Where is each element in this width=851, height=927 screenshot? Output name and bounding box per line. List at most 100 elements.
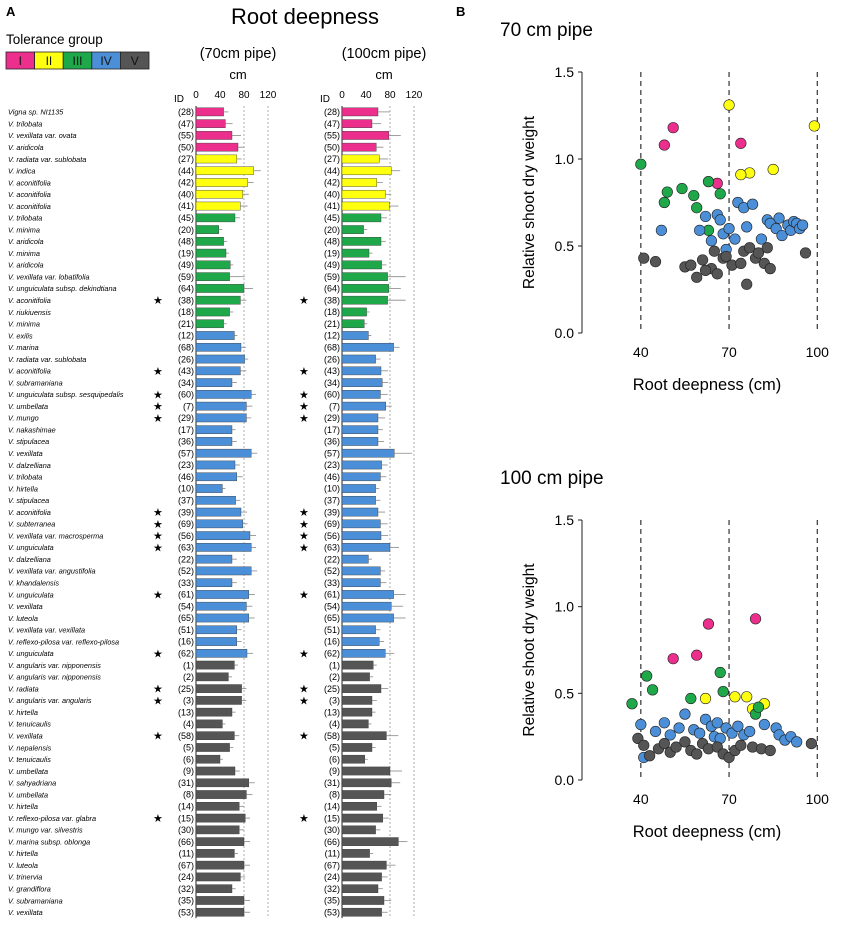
accession-id: (57) (324, 448, 340, 458)
bar (195, 307, 230, 317)
bar (195, 837, 245, 846)
bar (195, 637, 237, 646)
bar (341, 625, 376, 635)
accession-id: (13) (178, 707, 194, 717)
accession-id: (61) (324, 590, 340, 600)
species-name: V. vexillata var. macrosperma (8, 531, 103, 540)
bar (195, 625, 237, 635)
subtitle-70cm-pipe: (70cm pipe) (200, 46, 277, 62)
species-name: V. dalzelliana (8, 555, 51, 564)
x-tick-label: 40 (633, 791, 649, 807)
species-name: V. tenuicaulis (8, 755, 51, 764)
data-point (720, 250, 732, 263)
accession-id: (39) (324, 507, 340, 517)
species-name: V. marina subsp. oblonga (8, 837, 90, 846)
accession-id: (8) (183, 790, 194, 800)
data-point (708, 245, 720, 257)
data-point (741, 278, 753, 290)
bar (195, 860, 245, 870)
species-name: V. reflexo-pilosa var. reflexo-pilosa (8, 637, 119, 646)
accession-id: (1) (183, 660, 194, 670)
data-point (676, 182, 688, 195)
bar (195, 578, 233, 587)
species-name: V. vexillata var. ovata (8, 131, 77, 140)
accession-id: (25) (324, 684, 340, 694)
data-point (729, 691, 741, 703)
panel-b-label: B (456, 4, 465, 19)
panel-a-label: A (6, 4, 16, 19)
bar (195, 460, 236, 470)
bar (195, 331, 235, 340)
bar (195, 601, 247, 611)
bar (195, 366, 241, 376)
x-tick-label: 70 (721, 344, 737, 360)
y-tick-label: 0.5 (555, 238, 575, 254)
data-point (646, 684, 659, 696)
species-name: V. nakashimae (8, 425, 56, 434)
bar (341, 743, 373, 752)
data-point (773, 212, 785, 224)
species-name: V. umbellata (8, 790, 48, 799)
accession-id: (30) (178, 825, 194, 835)
y-tick-label: 1.5 (555, 512, 575, 528)
data-point (673, 722, 685, 734)
data-point (661, 186, 673, 198)
star-marker: ★ (153, 542, 163, 554)
bar (341, 766, 391, 776)
species-name: V. aconitifolia (8, 508, 51, 517)
bar (341, 590, 394, 599)
accession-id: (69) (324, 519, 340, 529)
accession-id: (41) (324, 201, 340, 211)
accession-id: (29) (324, 413, 340, 423)
bar (195, 237, 224, 246)
bar (195, 613, 249, 623)
accession-id: (45) (178, 213, 194, 223)
accession-id: (9) (183, 766, 194, 776)
accession-id: (30) (324, 825, 340, 835)
accession-id: (36) (178, 437, 194, 447)
data-point (667, 653, 679, 665)
accession-id: (53) (324, 907, 340, 917)
accession-id: (26) (324, 354, 340, 364)
bar (341, 307, 367, 317)
legend-swatch-5 (120, 51, 150, 70)
x-axis-label: Root deepness (cm) (633, 376, 782, 394)
data-point (658, 717, 670, 729)
accession-id: (37) (324, 495, 340, 505)
y-tick-label: 0.0 (555, 325, 575, 341)
bar (341, 519, 381, 529)
scatter-title: 70 cm pipe (500, 20, 593, 41)
species-name: V. aridicola (8, 143, 44, 152)
data-point (714, 188, 726, 200)
star-marker: ★ (299, 695, 309, 707)
accession-id: (22) (178, 554, 194, 564)
star-marker: ★ (299, 648, 309, 660)
bar (195, 590, 249, 599)
bar (195, 554, 233, 564)
accession-id: (65) (324, 613, 340, 623)
accession-id: (19) (324, 248, 340, 258)
bar (341, 319, 365, 329)
data-point (658, 737, 670, 750)
data-point (649, 256, 662, 268)
data-point (735, 169, 747, 181)
species-name: V. subterranea (8, 520, 55, 529)
data-point (679, 736, 691, 748)
accession-id: (17) (178, 425, 194, 435)
species-name: V. radiata var. sublobata (8, 155, 86, 164)
star-marker: ★ (153, 389, 163, 401)
accession-id: (38) (324, 295, 340, 305)
accession-id: (63) (178, 543, 194, 553)
data-point (635, 718, 647, 731)
bar (195, 531, 251, 540)
x-tick-label-80: 80 (238, 90, 250, 101)
data-point (691, 202, 703, 214)
accession-id: (47) (324, 119, 340, 129)
accession-id: (53) (178, 907, 194, 917)
accession-id: (27) (324, 154, 340, 164)
species-name: V. dalzelliana (8, 461, 51, 470)
species-name: V. unguiculata subsp. sesquipedalis (8, 390, 124, 399)
bar (195, 378, 233, 387)
species-name: V. vexillata (8, 731, 43, 740)
data-point (638, 252, 650, 264)
